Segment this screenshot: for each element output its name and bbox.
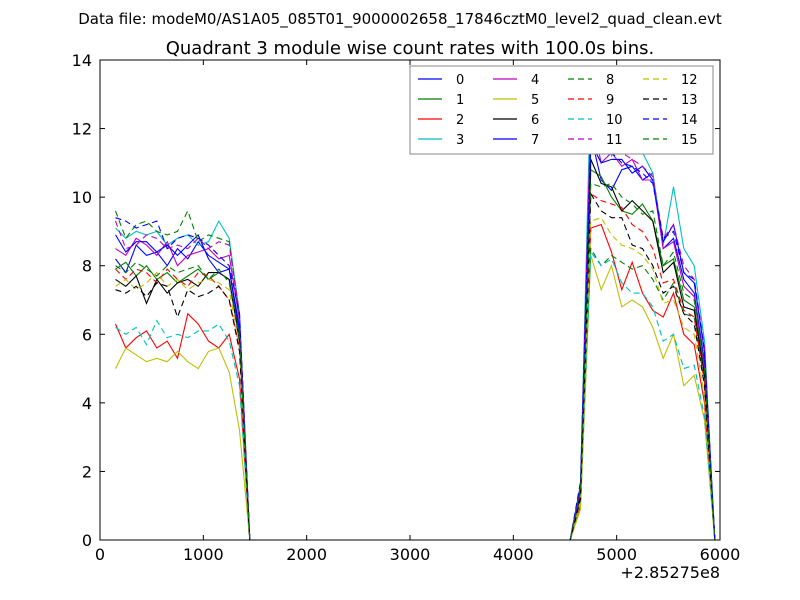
legend-label-0: 0 <box>456 73 464 88</box>
series-line-14 <box>115 134 716 541</box>
legend-label-5: 5 <box>531 93 539 108</box>
series-line-12 <box>115 217 716 541</box>
x-tick-label: 0 <box>95 545 105 564</box>
legend-box <box>409 65 714 155</box>
legend-label-12: 12 <box>681 73 698 88</box>
y-tick-label: 12 <box>72 120 92 139</box>
legend-label-6: 6 <box>531 113 539 128</box>
legend-label-7: 7 <box>531 133 539 148</box>
y-tick-label: 0 <box>82 531 92 550</box>
x-tick-label: 6000 <box>700 545 741 564</box>
legend-label-3: 3 <box>456 133 464 148</box>
legend-label-9: 9 <box>606 93 614 108</box>
legend-label-11: 11 <box>606 133 623 148</box>
legend-label-8: 8 <box>606 73 614 88</box>
x-tick-label: 4000 <box>493 545 534 564</box>
y-tick-label: 10 <box>72 188 92 207</box>
legend-label-1: 1 <box>456 93 464 108</box>
series-line-10 <box>115 250 716 541</box>
chart-suptitle: Data file: modeM0/AS1A05_085T01_90000026… <box>78 10 722 29</box>
x-tick-label: 2000 <box>286 545 327 564</box>
y-tick-label: 14 <box>72 51 92 70</box>
legend-label-4: 4 <box>531 73 539 88</box>
x-tick-label: 5000 <box>596 545 637 564</box>
legend-label-2: 2 <box>456 113 464 128</box>
series-line-15 <box>115 182 716 541</box>
x-offset-label: +2.85275e8 <box>620 563 720 582</box>
y-tick-label: 6 <box>82 325 92 344</box>
x-tick-label: 3000 <box>390 545 431 564</box>
legend-label-15: 15 <box>681 133 698 148</box>
y-tick-label: 8 <box>82 257 92 276</box>
x-tick-label: 1000 <box>183 545 224 564</box>
legend-label-14: 14 <box>681 113 698 128</box>
y-tick-label: 2 <box>82 462 92 481</box>
y-tick-label: 4 <box>82 394 92 413</box>
legend-label-13: 13 <box>681 93 698 108</box>
chart-title: Quadrant 3 module wise count rates with … <box>166 38 655 59</box>
legend-label-10: 10 <box>606 113 623 128</box>
